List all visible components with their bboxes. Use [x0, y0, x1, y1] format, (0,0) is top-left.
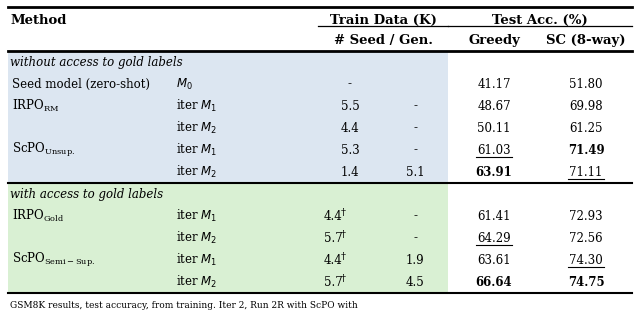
Text: IRPO$_\mathregular{Gold}$: IRPO$_\mathregular{Gold}$: [12, 208, 64, 224]
Text: without access to gold labels: without access to gold labels: [10, 56, 182, 68]
Text: 1.4: 1.4: [340, 165, 359, 179]
Text: 4.4: 4.4: [324, 254, 343, 267]
Text: 71.11: 71.11: [570, 165, 603, 179]
Text: Greedy: Greedy: [468, 34, 520, 47]
Text: SC (8-way): SC (8-way): [547, 34, 626, 47]
Text: 61.25: 61.25: [569, 122, 603, 134]
Text: †: †: [340, 273, 346, 282]
Text: iter $M_2$: iter $M_2$: [176, 230, 218, 246]
Text: -: -: [413, 99, 417, 113]
Text: Test Acc. (%): Test Acc. (%): [492, 13, 588, 26]
Text: 74.75: 74.75: [568, 275, 604, 288]
Text: ScPO$_\mathregular{Semi-Sup.}$: ScPO$_\mathregular{Semi-Sup.}$: [12, 251, 95, 269]
Text: 4.5: 4.5: [406, 275, 424, 288]
Text: 63.91: 63.91: [476, 165, 513, 179]
Text: 5.5: 5.5: [340, 99, 360, 113]
Text: 5.7: 5.7: [324, 231, 343, 245]
Text: 5.3: 5.3: [340, 143, 360, 156]
Text: 61.03: 61.03: [477, 143, 511, 156]
Text: 66.64: 66.64: [476, 275, 512, 288]
Text: -: -: [413, 209, 417, 222]
Text: 71.49: 71.49: [568, 143, 604, 156]
Text: Seed model (zero-shot): Seed model (zero-shot): [12, 77, 150, 90]
Text: †: †: [340, 252, 346, 261]
Text: iter $M_2$: iter $M_2$: [176, 164, 218, 180]
Text: 48.67: 48.67: [477, 99, 511, 113]
Text: -: -: [413, 143, 417, 156]
Text: 72.93: 72.93: [569, 209, 603, 222]
Text: 63.61: 63.61: [477, 254, 511, 267]
Text: -: -: [413, 122, 417, 134]
Text: iter $M_1$: iter $M_1$: [176, 252, 218, 268]
Text: 4.4: 4.4: [340, 122, 360, 134]
Text: 69.98: 69.98: [569, 99, 603, 113]
Text: 1.9: 1.9: [406, 254, 424, 267]
Text: 5.7: 5.7: [324, 275, 343, 288]
Text: -: -: [348, 77, 352, 90]
Text: †: †: [340, 229, 346, 239]
Text: GSM8K results, test accuracy, from training. Iter 2, Run 2R with ScPO with: GSM8K results, test accuracy, from train…: [10, 301, 358, 310]
Text: 72.56: 72.56: [569, 231, 603, 245]
Text: with access to gold labels: with access to gold labels: [10, 188, 163, 201]
Bar: [8, 183, 448, 293]
Text: ScPO$_\mathregular{Unsup.}$: ScPO$_\mathregular{Unsup.}$: [12, 141, 75, 159]
Text: †: †: [340, 207, 346, 216]
Text: Method: Method: [10, 13, 67, 26]
Text: 61.41: 61.41: [477, 209, 511, 222]
Text: iter $M_1$: iter $M_1$: [176, 142, 218, 158]
Bar: [8, 51, 448, 183]
Text: iter $M_2$: iter $M_2$: [176, 120, 218, 136]
Text: $M_0$: $M_0$: [176, 76, 193, 91]
Text: # Seed / Gen.: # Seed / Gen.: [333, 34, 433, 47]
Text: 5.1: 5.1: [406, 165, 424, 179]
Text: 50.11: 50.11: [477, 122, 511, 134]
Text: iter $M_1$: iter $M_1$: [176, 208, 218, 224]
Text: 51.80: 51.80: [569, 77, 603, 90]
Text: IRPO$_\mathregular{RM}$: IRPO$_\mathregular{RM}$: [12, 98, 60, 114]
Text: Train Data (K): Train Data (K): [330, 13, 436, 26]
Text: iter $M_2$: iter $M_2$: [176, 274, 218, 290]
Text: 41.17: 41.17: [477, 77, 511, 90]
Text: 4.4: 4.4: [324, 209, 343, 222]
Text: iter $M_1$: iter $M_1$: [176, 98, 218, 114]
Text: 64.29: 64.29: [477, 231, 511, 245]
Text: -: -: [413, 231, 417, 245]
Text: 74.30: 74.30: [569, 254, 603, 267]
